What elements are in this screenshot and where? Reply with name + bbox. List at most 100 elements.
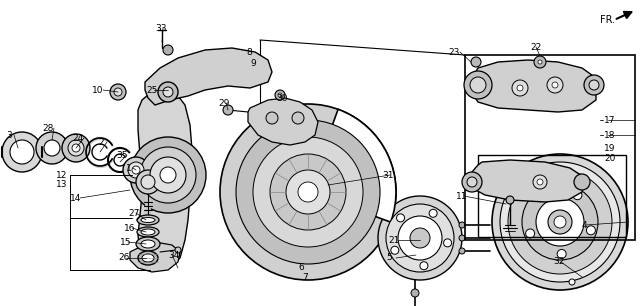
Text: 8: 8 [246,47,252,57]
Circle shape [548,210,572,234]
Circle shape [175,247,181,253]
Text: 19: 19 [604,144,616,152]
Circle shape [275,90,285,100]
Circle shape [500,162,620,282]
Circle shape [378,196,462,280]
Text: 4: 4 [582,221,588,230]
Ellipse shape [141,229,155,235]
Circle shape [140,147,196,203]
Text: 35: 35 [116,151,127,159]
Circle shape [160,167,176,183]
Circle shape [573,191,582,200]
Circle shape [2,132,42,172]
Text: 5: 5 [386,253,392,263]
Circle shape [569,279,575,285]
Text: 11: 11 [456,192,467,200]
Text: 27: 27 [128,208,140,218]
Circle shape [534,56,546,68]
Text: 25: 25 [146,85,157,95]
Circle shape [10,140,34,164]
Ellipse shape [141,218,155,222]
Circle shape [533,175,547,189]
Circle shape [278,93,282,97]
Text: 26: 26 [118,253,129,263]
Circle shape [506,196,514,204]
Circle shape [459,222,465,228]
Circle shape [253,137,363,247]
Text: 30: 30 [276,94,287,103]
Text: 10: 10 [92,85,104,95]
Text: 1: 1 [126,163,132,173]
Circle shape [464,71,492,99]
Text: 29: 29 [218,99,229,107]
Text: 7: 7 [302,274,308,282]
Circle shape [298,182,318,202]
Text: 17: 17 [604,115,616,125]
Circle shape [397,214,404,222]
Circle shape [130,137,206,213]
Circle shape [36,132,68,164]
Text: 24: 24 [72,133,83,143]
Circle shape [554,216,566,228]
Circle shape [429,209,437,217]
Circle shape [537,179,543,185]
Circle shape [391,246,399,254]
Circle shape [512,80,528,96]
Circle shape [236,120,380,264]
Wedge shape [308,109,396,222]
Circle shape [220,104,396,280]
Circle shape [123,157,149,183]
Circle shape [547,77,563,93]
Circle shape [467,177,477,187]
Text: 2: 2 [98,137,104,147]
Ellipse shape [141,240,155,248]
Circle shape [536,198,584,246]
Bar [478,155,626,237]
Circle shape [589,80,599,90]
Circle shape [72,144,80,152]
Circle shape [536,193,545,202]
Circle shape [410,228,430,248]
Bar [465,55,635,240]
Text: 16: 16 [124,223,136,233]
Ellipse shape [137,227,159,237]
Polygon shape [472,160,585,202]
Text: 12: 12 [56,170,67,180]
Circle shape [459,235,465,241]
Polygon shape [138,88,192,270]
Text: 13: 13 [56,180,67,188]
Circle shape [492,154,628,290]
Circle shape [584,75,604,95]
Text: 23: 23 [448,47,460,57]
Circle shape [136,170,160,194]
Text: 18: 18 [604,130,616,140]
Circle shape [141,175,155,189]
Polygon shape [145,48,272,105]
Circle shape [552,82,558,88]
Circle shape [538,60,542,64]
Text: 9: 9 [250,58,256,68]
Circle shape [386,204,454,272]
Circle shape [557,249,566,259]
Text: 15: 15 [120,237,131,247]
Circle shape [508,170,612,274]
Circle shape [462,172,482,192]
Polygon shape [130,242,180,272]
Circle shape [150,157,186,193]
Circle shape [44,140,60,156]
Circle shape [223,105,233,115]
Circle shape [62,134,90,162]
Text: 14: 14 [70,193,81,203]
Text: 20: 20 [604,154,616,162]
Text: 28: 28 [42,124,53,132]
Text: 32: 32 [553,258,564,267]
Circle shape [286,170,330,214]
Ellipse shape [137,215,159,225]
Text: FR.: FR. [600,15,615,25]
Circle shape [459,248,465,254]
Circle shape [292,112,304,124]
Circle shape [471,57,481,67]
Circle shape [411,289,419,297]
Circle shape [517,85,523,91]
Circle shape [444,239,452,247]
